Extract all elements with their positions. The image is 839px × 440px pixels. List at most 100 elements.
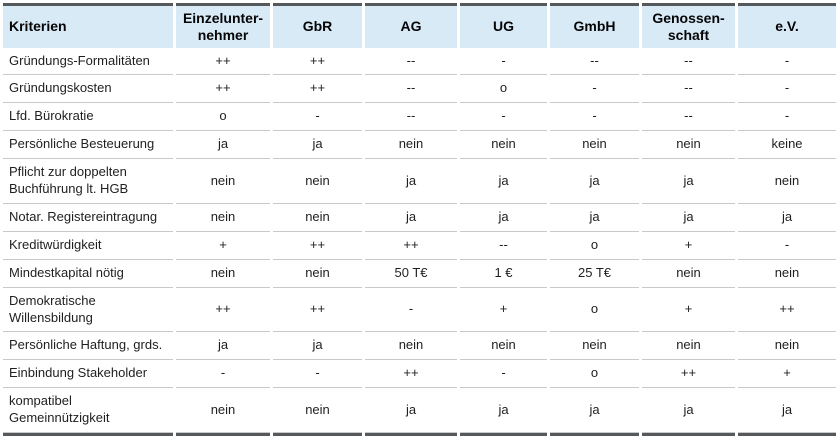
cell-value: ja — [550, 159, 639, 204]
cell-value: ja — [365, 204, 457, 232]
column-header: GmbH — [550, 3, 639, 48]
cell-value: nein — [460, 131, 547, 160]
cell-value: nein — [738, 260, 836, 288]
table-row: Kreditwürdigkeit + ++ ++ -- o + - — [3, 232, 836, 260]
cell-value: o — [460, 75, 547, 104]
cell-value: nein — [642, 332, 735, 361]
cell-value: o — [550, 288, 639, 333]
cell-value: ja — [642, 388, 735, 433]
cell-value: + — [460, 288, 547, 333]
cell-value: nein — [273, 388, 362, 433]
cell-value: ++ — [365, 232, 457, 260]
cell-value: ++ — [273, 75, 362, 104]
cell-value: - — [273, 103, 362, 132]
cell-value: - — [460, 103, 547, 132]
column-header: UG — [460, 3, 547, 48]
row-label: Pflicht zur doppelten Buchführung lt. HG… — [3, 159, 173, 204]
cell-value: ++ — [273, 48, 362, 76]
cell-value: + — [738, 360, 836, 389]
row-label: Gründungs-Formalitäten — [3, 48, 173, 76]
cell-value: ja — [460, 159, 547, 204]
cell-value: -- — [460, 232, 547, 260]
row-label: Gründungskosten — [3, 75, 173, 104]
cell-value: - — [176, 360, 270, 389]
cell-value: + — [642, 232, 735, 260]
table-header: Kriterien Einzelunter-nehmer GbR AG UG GmbH G… — [3, 3, 836, 48]
cell-value: nein — [642, 260, 735, 288]
row-label: Notar. Registereintragung — [3, 204, 173, 232]
row-label: Einbindung Stakeholder — [3, 360, 173, 389]
bottom-border-segment — [176, 432, 270, 436]
table-row: Mindestkapital nötig nein nein 50 T€ 1 €25 T… — [3, 260, 836, 288]
cell-value: 1 € — [460, 260, 547, 288]
cell-value: - — [273, 360, 362, 389]
cell-value: ++ — [176, 288, 270, 333]
cell-value: ja — [460, 204, 547, 232]
cell-value: o — [176, 103, 270, 132]
cell-value: ++ — [273, 232, 362, 260]
cell-value: nein — [273, 260, 362, 288]
cell-value: nein — [176, 159, 270, 204]
table-row: Persönliche Besteuerung ja ja nein nein nein n… — [3, 131, 836, 160]
column-header: Genossen-schaft — [642, 3, 735, 48]
cell-value: - — [460, 360, 547, 389]
cell-value: - — [738, 232, 836, 260]
table-row: Einbindung Stakeholder - - ++ - o ++ + — [3, 360, 836, 389]
cell-value: nein — [176, 204, 270, 232]
column-header: Einzelunter-nehmer — [176, 3, 270, 48]
cell-value: - — [460, 48, 547, 76]
cell-value: nein — [550, 131, 639, 160]
table-row: Gründungs-Formalitäten ++ ++ -- - -- -- - — [3, 48, 836, 76]
cell-value: -- — [642, 103, 735, 132]
cell-value: nein — [738, 159, 836, 204]
row-label: Lfd. Bürokratie — [3, 103, 173, 132]
cell-value: -- — [550, 48, 639, 76]
row-label: Kreditwürdigkeit — [3, 232, 173, 260]
cell-value: nein — [176, 260, 270, 288]
row-label: kompatibel Gemeinnützigkeit — [3, 388, 173, 433]
cell-value: -- — [365, 48, 457, 76]
cell-value: nein — [460, 332, 547, 361]
cell-value: - — [550, 75, 639, 104]
cell-value: keine — [738, 131, 836, 160]
row-label: Demokratische Willensbildung — [3, 288, 173, 333]
row-label: Mindestkapital nötig — [3, 260, 173, 288]
cell-value: nein — [176, 388, 270, 433]
cell-value: ++ — [273, 288, 362, 333]
cell-value: ja — [365, 159, 457, 204]
cell-value: ja — [642, 204, 735, 232]
cell-value: nein — [738, 332, 836, 361]
bottom-border-segment — [460, 432, 547, 436]
cell-value: ja — [365, 388, 457, 433]
row-label: Persönliche Haftung, grds. — [3, 332, 173, 361]
header-row: Kriterien Einzelunter-nehmer GbR AG UG GmbH G… — [3, 3, 836, 48]
cell-value: ++ — [642, 360, 735, 389]
cell-value: + — [642, 288, 735, 333]
cell-value: ja — [273, 332, 362, 361]
cell-value: + — [176, 232, 270, 260]
bottom-border-segment — [3, 432, 173, 436]
cell-value: - — [738, 103, 836, 132]
cell-value: o — [550, 360, 639, 389]
table-row: kompatibel Gemeinnützigkeit nein nein ja ja j… — [3, 388, 836, 433]
cell-value: ja — [642, 159, 735, 204]
table-bottom-border — [3, 432, 836, 436]
cell-value: ja — [550, 204, 639, 232]
bottom-border-segment — [550, 432, 639, 436]
bottom-border-segment — [642, 432, 735, 436]
cell-value: - — [365, 288, 457, 333]
bottom-border-segment — [738, 432, 836, 436]
cell-value: - — [738, 75, 836, 104]
cell-value: - — [738, 48, 836, 76]
table-row: Persönliche Haftung, grds. ja ja nein nein ne… — [3, 332, 836, 361]
cell-value: nein — [365, 131, 457, 160]
bottom-border-segment — [273, 432, 362, 436]
cell-value: ja — [176, 332, 270, 361]
cell-value: nein — [273, 204, 362, 232]
table-body: Gründungs-Formalitäten ++ ++ -- - -- -- - Gründu… — [3, 48, 836, 436]
cell-value: nein — [273, 159, 362, 204]
cell-value: -- — [642, 48, 735, 76]
cell-value: ++ — [176, 75, 270, 104]
cell-value: -- — [365, 75, 457, 104]
